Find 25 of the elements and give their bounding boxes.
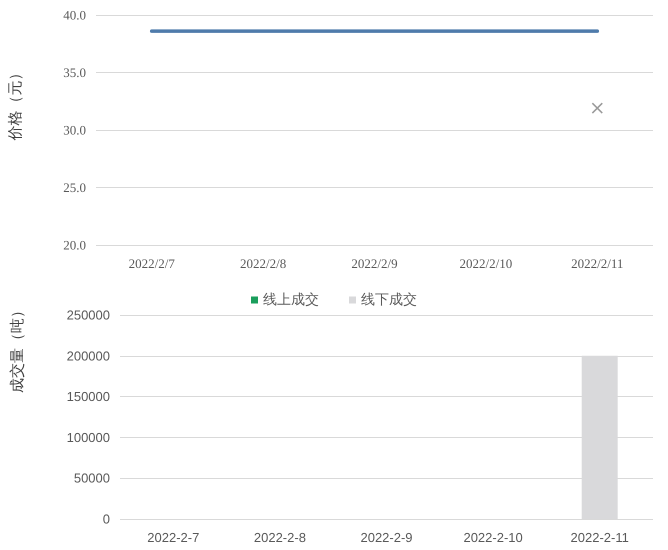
x-tick-label: 2022/2/7 <box>128 256 176 271</box>
y-tick-label: 50000 <box>74 470 110 486</box>
y-axis-title: 价格（元） <box>6 66 24 142</box>
x-tick-label: 2022/2/9 <box>351 256 398 271</box>
y-tick-label: 40.0 <box>63 8 86 22</box>
legend-label: 线上成交 <box>263 292 319 308</box>
y-tick-label: 150000 <box>66 389 110 404</box>
y-tick-label: 25.0 <box>63 180 86 195</box>
x-tick-label: 2022-2-9 <box>360 530 413 545</box>
y-tick-label: 0 <box>102 512 110 526</box>
x-tick-label: 2022/2/8 <box>240 256 286 271</box>
y-tick-label: 20.0 <box>63 238 86 252</box>
x-tick-label: 2022/2/10 <box>460 256 512 271</box>
y-tick-label: 30.0 <box>63 122 86 138</box>
y-axis-title: 成交量（吨） <box>8 303 26 393</box>
x-tick-label: 2022-2-10 <box>463 530 523 545</box>
legend-label: 线下成交 <box>361 292 417 308</box>
y-tick-label: 200000 <box>66 348 110 364</box>
x-tick-label: 2022-2-7 <box>147 530 200 545</box>
x-tick-label: 2022/2/11 <box>571 256 624 271</box>
y-tick-label: 100000 <box>66 430 110 445</box>
x-tick-label: 2022-2-8 <box>254 530 306 545</box>
y-tick-label: 35.0 <box>63 65 86 80</box>
x-tick-label: 2022-2-11 <box>570 530 629 545</box>
y-tick-label: 250000 <box>66 308 110 322</box>
